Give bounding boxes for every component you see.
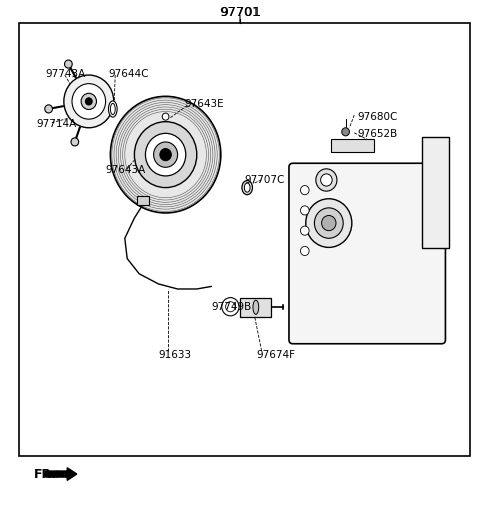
Ellipse shape bbox=[244, 183, 250, 192]
Circle shape bbox=[306, 199, 352, 247]
Text: 97643A: 97643A bbox=[106, 165, 146, 175]
Circle shape bbox=[162, 113, 169, 120]
Circle shape bbox=[160, 149, 171, 161]
Text: 97680C: 97680C bbox=[358, 112, 398, 122]
Circle shape bbox=[81, 93, 96, 110]
Circle shape bbox=[321, 174, 332, 186]
Circle shape bbox=[342, 128, 349, 136]
Circle shape bbox=[300, 206, 309, 215]
Circle shape bbox=[154, 142, 178, 167]
Circle shape bbox=[314, 208, 343, 238]
Ellipse shape bbox=[242, 180, 252, 195]
Bar bbox=[240, 298, 271, 317]
Text: 97743A: 97743A bbox=[46, 68, 86, 79]
Circle shape bbox=[222, 298, 239, 316]
FancyBboxPatch shape bbox=[289, 163, 445, 344]
Circle shape bbox=[64, 75, 114, 128]
Text: 97643E: 97643E bbox=[185, 99, 225, 109]
Circle shape bbox=[85, 98, 92, 105]
Text: 97644C: 97644C bbox=[108, 68, 148, 79]
Circle shape bbox=[145, 133, 186, 176]
Text: FR.: FR. bbox=[34, 467, 57, 481]
Circle shape bbox=[72, 84, 106, 119]
Circle shape bbox=[316, 169, 337, 191]
Text: 97701: 97701 bbox=[220, 6, 260, 19]
Circle shape bbox=[226, 302, 235, 312]
Circle shape bbox=[45, 105, 52, 113]
Bar bbox=[422, 137, 449, 248]
Text: 97652B: 97652B bbox=[358, 129, 398, 139]
Circle shape bbox=[300, 186, 309, 195]
Circle shape bbox=[322, 215, 336, 231]
Bar bbox=[137, 196, 149, 205]
Circle shape bbox=[134, 122, 197, 188]
Circle shape bbox=[300, 246, 309, 256]
FancyArrow shape bbox=[46, 467, 77, 481]
Text: 97714A: 97714A bbox=[36, 119, 76, 129]
Text: 91633: 91633 bbox=[158, 350, 192, 360]
Ellipse shape bbox=[108, 101, 117, 117]
Text: 97701: 97701 bbox=[219, 6, 261, 19]
Circle shape bbox=[300, 226, 309, 235]
Circle shape bbox=[110, 96, 221, 213]
Ellipse shape bbox=[253, 300, 259, 314]
Text: 97707C: 97707C bbox=[245, 175, 285, 185]
Circle shape bbox=[71, 138, 79, 146]
Circle shape bbox=[64, 60, 72, 68]
Polygon shape bbox=[331, 139, 374, 152]
Bar bbox=[19, 23, 470, 456]
Ellipse shape bbox=[110, 103, 115, 115]
Text: 97749B: 97749B bbox=[211, 302, 252, 312]
Text: 97674F: 97674F bbox=[257, 350, 296, 360]
